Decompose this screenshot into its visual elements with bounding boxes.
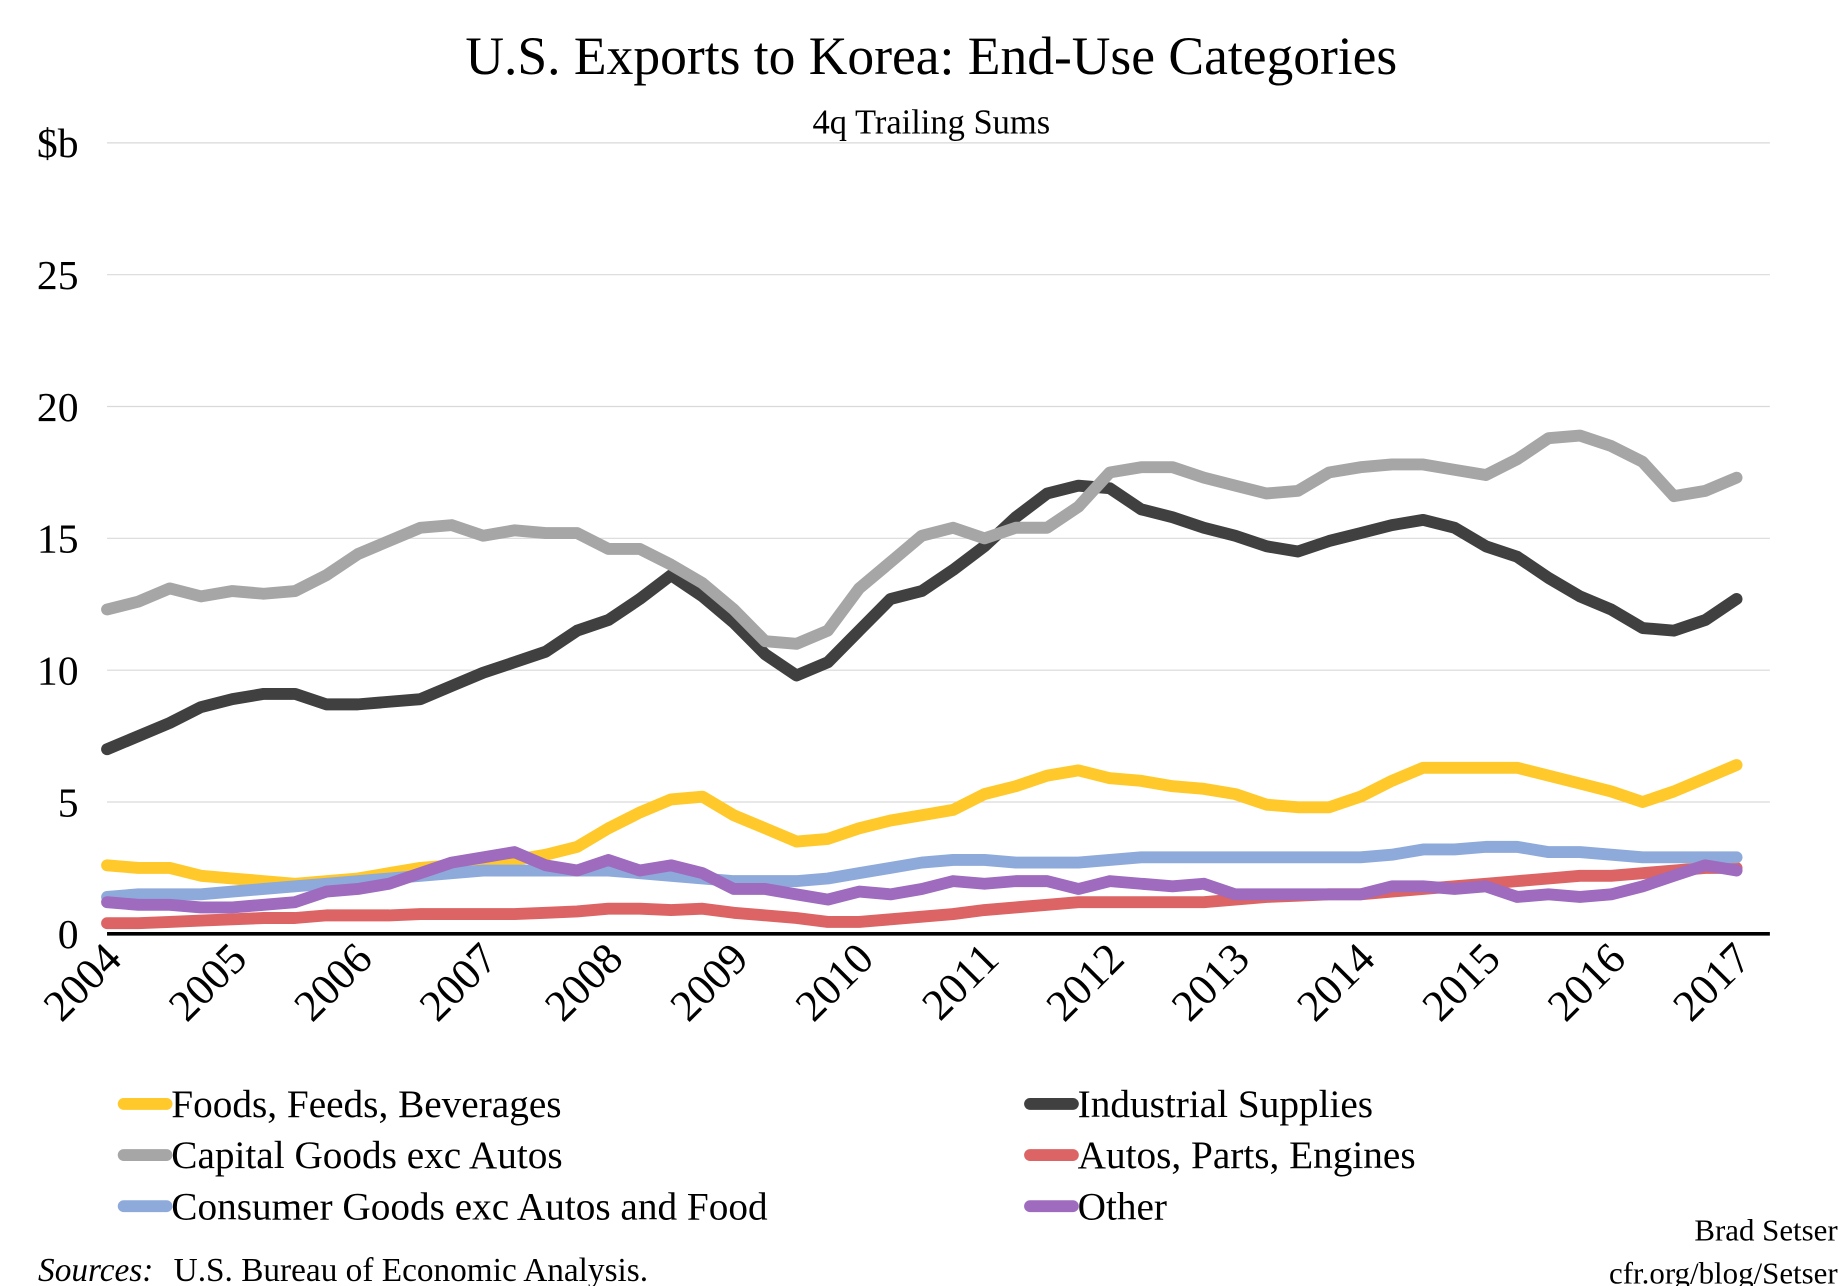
legend-label: Autos, Parts, Engines: [1078, 1134, 1416, 1177]
x-tick-label: 2004: [34, 934, 131, 1031]
y-tick-label: $b: [37, 121, 79, 167]
y-tick-label: 25: [37, 253, 79, 299]
x-tick-label: 2017: [1663, 934, 1760, 1031]
legend-label: Industrial Supplies: [1078, 1083, 1373, 1126]
x-tick-label: 2016: [1538, 934, 1635, 1031]
x-tick-label: 2014: [1287, 934, 1384, 1031]
x-tick-label: 2011: [912, 934, 1008, 1030]
series-line: [101, 429, 1743, 650]
source: U.S. Bureau of Economic Analysis.: [174, 1252, 648, 1286]
x-tick-label: 2013: [1162, 934, 1259, 1031]
source-label: Sources:: [38, 1252, 153, 1286]
x-tick-label: 2012: [1037, 934, 1134, 1031]
legend-label: Other: [1078, 1185, 1167, 1228]
y-tick-label: 0: [58, 912, 79, 958]
y-tick-label: 10: [37, 648, 79, 694]
x-tick-label: 2006: [285, 934, 382, 1031]
x-tick-label: 2008: [535, 934, 632, 1031]
y-tick-label: 15: [37, 517, 79, 563]
y-tick-label: 20: [37, 385, 79, 431]
legend-label: Consumer Goods exc Autos and Food: [171, 1185, 768, 1228]
x-tick-label: 2015: [1413, 934, 1510, 1031]
series-line: [101, 840, 1743, 903]
chart-title: U.S. Exports to Korea: End-Use Categorie…: [465, 26, 1397, 86]
legend-label: Foods, Feeds, Beverages: [171, 1083, 561, 1126]
x-tick-label: 2007: [410, 934, 507, 1031]
x-tick-label: 2010: [786, 934, 883, 1031]
series-line: [101, 846, 1743, 914]
chart-subtitle: 4q Trailing Sums: [813, 103, 1051, 141]
x-tick-label: 2009: [661, 934, 758, 1031]
x-tick-label: 2005: [159, 934, 256, 1031]
credit-url: cfr.org/blog/Setser: [1609, 1256, 1838, 1286]
credit: Brad Setser: [1694, 1213, 1838, 1248]
legend-label: Capital Goods exc Autos: [171, 1134, 562, 1177]
y-tick-label: 5: [58, 780, 79, 826]
series-line: [101, 479, 1743, 756]
